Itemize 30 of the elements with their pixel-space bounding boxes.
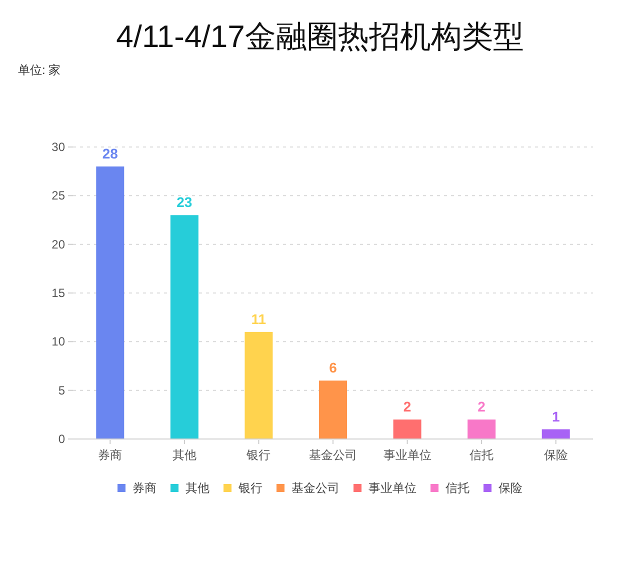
x-tick-label: 其他 <box>172 448 196 462</box>
legend-label: 银行 <box>238 481 262 495</box>
legend-label: 保险 <box>498 481 522 495</box>
x-tick-label: 事业单位 <box>383 448 432 462</box>
legend-label: 其他 <box>186 481 210 495</box>
chart-title: 4/11-4/17金融圈热招机构类型 <box>116 19 524 54</box>
data-label: 23 <box>176 194 192 210</box>
x-tick-label: 券商 <box>98 448 122 462</box>
y-tick-label: 15 <box>52 286 65 300</box>
annotation: 单位: 家 <box>18 63 61 77</box>
data-label: 28 <box>102 145 118 162</box>
data-label: 11 <box>251 310 266 327</box>
legend-label: 信托 <box>446 481 470 495</box>
y-tick-label: 30 <box>52 140 65 154</box>
legend-label: 基金公司 <box>292 481 340 495</box>
data-label: 6 <box>329 360 337 376</box>
y-tick-label: 10 <box>52 334 65 349</box>
x-tick-label: 基金公司 <box>309 448 357 462</box>
y-tick-label: 0 <box>58 432 65 446</box>
y-tick-label: 25 <box>52 188 65 203</box>
data-label: 2 <box>478 398 486 415</box>
legend-label: 券商 <box>132 481 156 495</box>
data-label: 2 <box>403 398 412 415</box>
x-tick-label: 银行 <box>246 448 271 462</box>
legend-label: 事业单位 <box>368 481 416 495</box>
x-tick-label: 信托 <box>470 448 494 462</box>
data-label: 1 <box>552 408 560 424</box>
y-tick-label: 5 <box>58 383 65 398</box>
x-tick-label: 保险 <box>544 448 568 462</box>
y-tick-label: 20 <box>52 237 65 252</box>
